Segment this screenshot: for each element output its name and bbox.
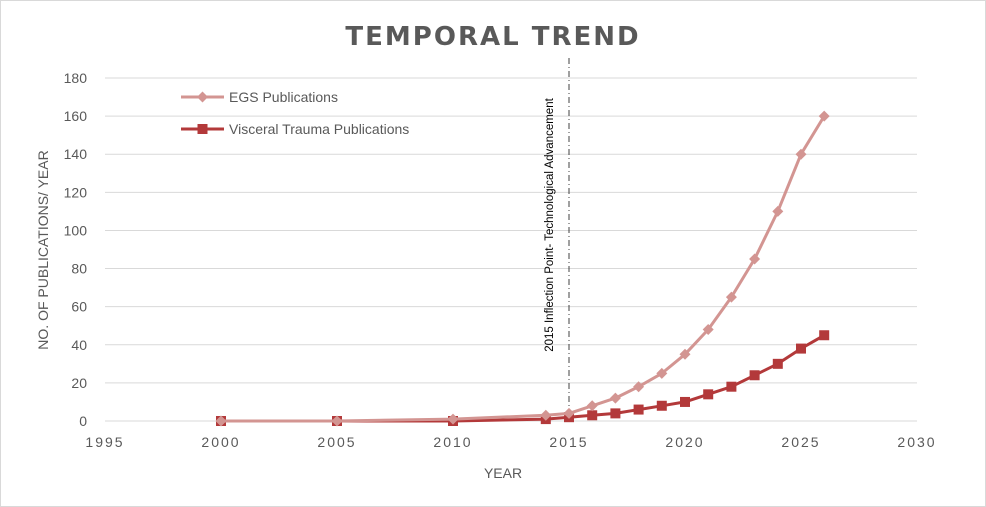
- x-axis-ticks: 1995 2000 2005 2010 2015 2020 2025 2030: [85, 434, 936, 450]
- legend-label: Visceral Trauma Publications: [229, 121, 409, 137]
- data-point: [447, 413, 459, 425]
- data-point: [795, 148, 807, 160]
- x-tick-label: 2010: [433, 434, 472, 450]
- y-tick-label: 180: [64, 70, 88, 86]
- legend-label: EGS Publications: [229, 89, 338, 105]
- y-tick-label: 80: [71, 261, 87, 277]
- x-tick-label: 2020: [665, 434, 704, 450]
- data-point: [633, 404, 644, 415]
- legend-item: Visceral Trauma Publications: [181, 121, 409, 137]
- data-point: [702, 324, 714, 336]
- data-point: [587, 410, 598, 421]
- data-point: [563, 407, 575, 419]
- data-point: [796, 343, 806, 354]
- y-axis-label: NO. OF PUBLICATIONS/ YEAR: [35, 150, 51, 349]
- data-point: [818, 110, 830, 122]
- x-tick-label: 2030: [897, 434, 936, 450]
- y-tick-label: 20: [71, 375, 87, 391]
- series-egs-publications: [215, 110, 830, 427]
- data-point: [679, 348, 691, 360]
- data-point: [609, 392, 621, 404]
- x-tick-label: 2015: [549, 434, 588, 450]
- data-point: [540, 409, 552, 421]
- data-point: [331, 415, 343, 427]
- y-tick-label: 100: [64, 222, 88, 238]
- data-point: [772, 205, 784, 217]
- data-point: [680, 396, 690, 407]
- data-point: [656, 400, 667, 411]
- data-point: [215, 415, 227, 427]
- legend-marker: [197, 91, 208, 103]
- y-tick-label: 160: [64, 108, 88, 124]
- inflection-label: 2015 Inflection Point- Technological Adv…: [544, 97, 556, 351]
- data-point: [656, 367, 668, 379]
- x-tick-label: 2025: [781, 434, 820, 450]
- data-point: [633, 381, 645, 393]
- y-tick-label: 120: [64, 184, 88, 200]
- y-tick-label: 0: [79, 413, 87, 429]
- y-tick-label: 140: [64, 146, 88, 162]
- gridlines: [105, 77, 917, 384]
- data-point: [610, 408, 621, 419]
- series-line: [221, 115, 826, 423]
- series-layer: [215, 110, 830, 427]
- data-point: [703, 389, 714, 400]
- data-point: [586, 400, 598, 412]
- chart-title: TEMPORAL TREND: [345, 22, 640, 52]
- data-point: [726, 381, 737, 392]
- y-tick-label: 60: [71, 299, 87, 315]
- legend-item: EGS Publications: [181, 89, 338, 105]
- x-tick-label: 2005: [317, 434, 356, 450]
- y-tick-label: 40: [71, 337, 87, 353]
- legend-marker: [197, 124, 208, 134]
- y-axis-ticks: 0 20 40 60 80 100 120 140 160 180: [64, 70, 88, 429]
- data-point: [749, 253, 761, 265]
- data-point: [819, 330, 830, 341]
- legend: EGS Publications Visceral Trauma Publicat…: [181, 89, 409, 137]
- inflection-annotation: 2015 Inflection Point- Technological Adv…: [544, 58, 570, 421]
- series-line: [221, 333, 825, 423]
- data-point: [772, 358, 783, 369]
- data-point: [749, 370, 760, 381]
- x-axis-label: YEAR: [484, 465, 522, 481]
- x-tick-label: 2000: [201, 434, 240, 450]
- data-point: [725, 291, 737, 303]
- x-tick-label: 1995: [85, 434, 124, 450]
